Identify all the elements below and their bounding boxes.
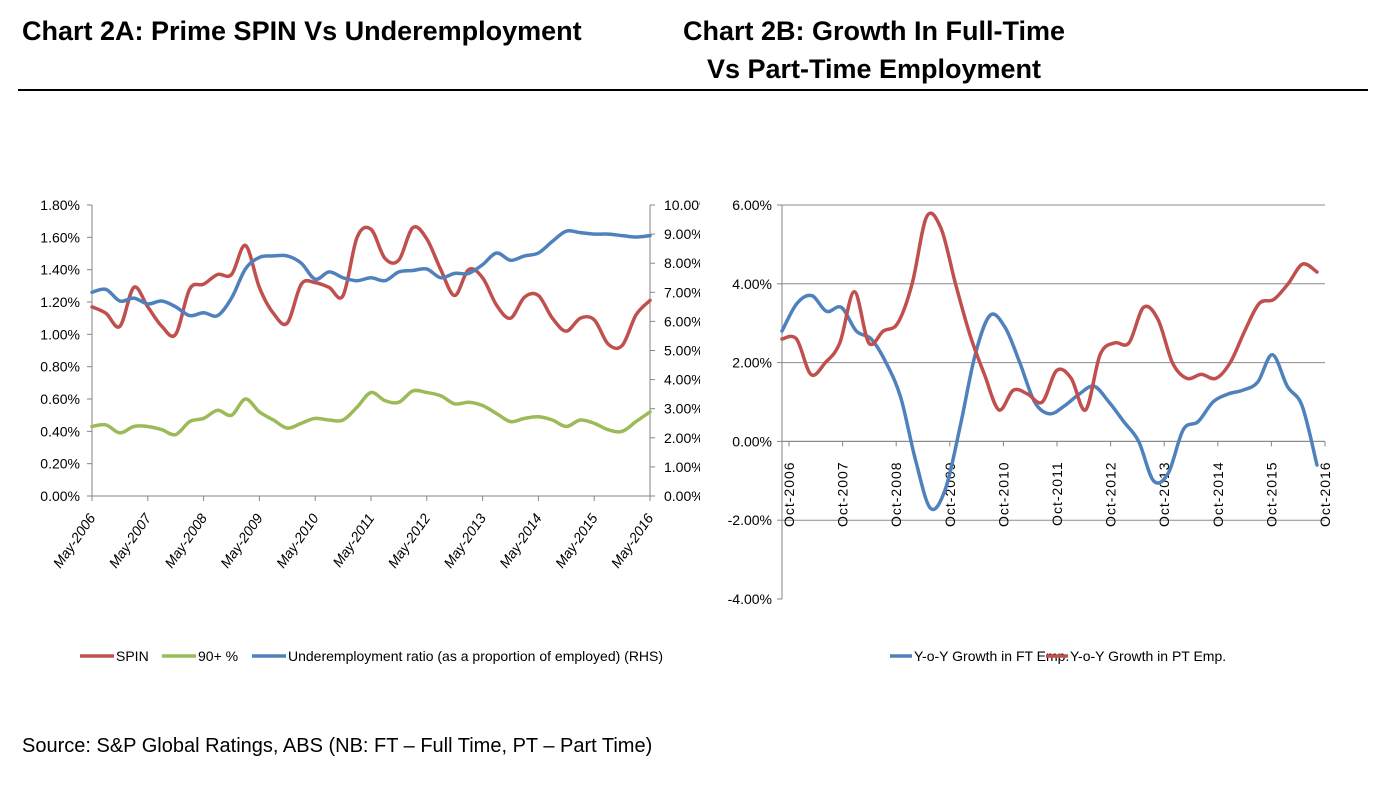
x-axis-tick-label: Oct-2006 (781, 461, 797, 527)
header-rule (18, 89, 1368, 91)
chart-2a: 0.00% 0.20% 0.40% 0.60% 0.80% 1.00% 1.20% 1.40%… (40, 197, 700, 664)
right-axis-tick-label: 9.00% (664, 226, 700, 242)
x-axis-tick-label: Oct-2016 (1317, 461, 1333, 527)
right-axis-tick-label: 0.00% (664, 488, 700, 504)
x-axis-tick-label: Oct-2015 (1263, 461, 1279, 527)
legend-label: SPIN (116, 648, 149, 664)
right-axis-tick-label: 4.00% (664, 372, 700, 388)
left-axis-tick-label: 1.00% (40, 326, 80, 342)
left-axis-tick-label: 0.00% (40, 488, 80, 504)
x-axis-tick-label: Oct-2007 (835, 461, 851, 527)
legend-label: Y-o-Y Growth in FT Emp. (914, 648, 1069, 664)
right-axis-tick-label: 2.00% (664, 430, 700, 446)
right-axis-tick-label: 8.00% (664, 255, 700, 271)
y-axis-tick-label: 6.00% (732, 197, 772, 213)
x-axis-tick-label: Oct-2012 (1103, 461, 1119, 527)
x-axis-tick-label: May-2006 (50, 510, 99, 570)
x-axis-tick-label: Oct-2013 (1156, 461, 1172, 527)
y-axis-tick-label: -4.00% (728, 591, 772, 607)
legend-label: 90+ % (198, 648, 238, 664)
x-axis-tick-label: May-2007 (105, 510, 155, 571)
x-axis-tick-label: May-2016 (608, 510, 657, 570)
x-axis-tick-label: Oct-2010 (995, 461, 1011, 527)
spin-line (90, 225, 652, 351)
x-axis-tick-label: May-2010 (273, 510, 322, 570)
left-axis-tick-label: 0.40% (40, 423, 80, 439)
x-axis-tick-label: May-2013 (440, 510, 489, 570)
source-note: Source: S&P Global Ratings, ABS (NB: FT … (22, 735, 653, 757)
underemployment-line (90, 228, 652, 318)
ninety-plus-line (90, 388, 652, 437)
legend-label: Underemployment ratio (as a proportion o… (288, 648, 663, 664)
chart-2a-title: Chart 2A: Prime SPIN Vs Underemployment (22, 16, 582, 46)
left-axis-tick-label: 1.60% (40, 229, 80, 245)
x-axis-tick-label: May-2009 (217, 510, 266, 570)
x-axis-tick-label: May-2011 (329, 511, 377, 570)
x-axis-tick-label: May-2008 (161, 510, 210, 570)
x-axis-tick-label: May-2014 (496, 510, 545, 570)
x-axis-tick-label: Oct-2009 (942, 461, 958, 527)
y-axis-tick-label: 2.00% (732, 355, 772, 371)
left-axis-tick-label: 1.40% (40, 262, 80, 278)
x-axis-tick-label: Oct-2011 (1049, 461, 1065, 526)
y-axis-tick-label: 4.00% (732, 276, 772, 292)
right-axis-tick-label: 10.00% (664, 197, 700, 213)
ft-growth-line (780, 293, 1319, 512)
y-axis-tick-label: 0.00% (732, 433, 772, 449)
right-axis-tick-label: 6.00% (664, 313, 700, 329)
right-axis-tick-label: 7.00% (664, 284, 700, 300)
pt-growth-line (780, 211, 1319, 412)
x-axis-tick-label: Oct-2008 (888, 461, 904, 527)
chart-2b: -4.00% -2.00% 0.00% 2.00% 4.00% 6.00% Oct-2006… (728, 197, 1333, 664)
left-axis-tick-label: 0.20% (40, 456, 80, 472)
left-axis-tick-label: 1.80% (40, 197, 80, 213)
left-axis-tick-label: 1.20% (40, 294, 80, 310)
x-axis-tick-label: May-2015 (552, 510, 601, 570)
y-axis-tick-label: -2.00% (728, 512, 772, 528)
chart-2b-title: Chart 2B: Growth In Full-Time Vs Part-Ti… (682, 16, 1065, 84)
left-axis-tick-label: 0.60% (40, 391, 80, 407)
x-axis-tick-label: Oct-2014 (1210, 461, 1226, 527)
right-axis-tick-label: 5.00% (664, 343, 700, 359)
right-axis-tick-label: 1.00% (664, 459, 700, 475)
x-axis-tick-label: May-2012 (384, 510, 433, 570)
left-axis-tick-label: 0.80% (40, 359, 80, 375)
right-axis-tick-label: 3.00% (664, 401, 700, 417)
legend-label: Y-o-Y Growth in PT Emp. (1070, 648, 1226, 664)
